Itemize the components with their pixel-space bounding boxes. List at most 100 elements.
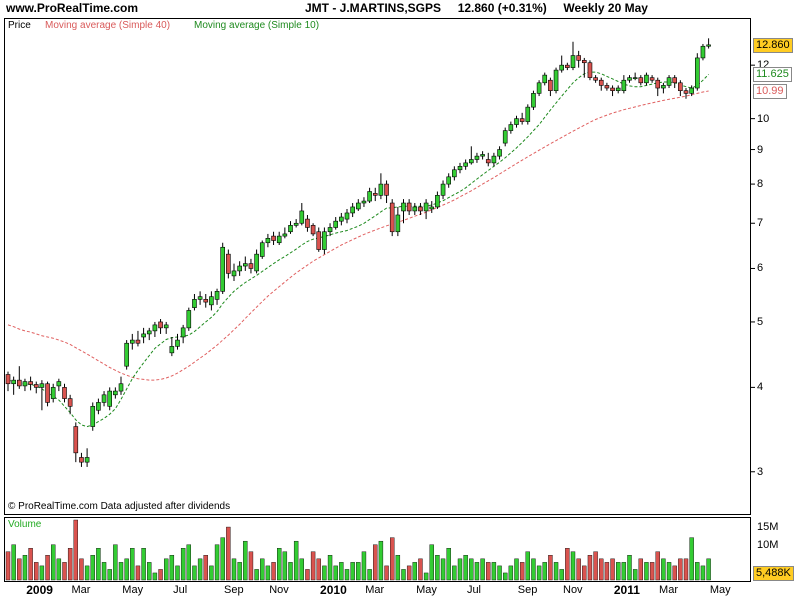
volume-bar [706,558,711,581]
candle-body [158,321,163,329]
candle-body [339,216,344,222]
legend-ma40: Moving average (Simple 40) [45,20,171,31]
volume-bar [429,544,434,581]
candle-body [435,194,440,208]
candle-body [322,231,327,250]
candle-body [22,381,28,387]
volume-bar [401,569,406,581]
candle-body [209,296,214,306]
volume-bar [141,548,146,581]
candle-body [587,62,593,78]
period-label: Weekly 20 May [563,1,648,15]
volume-bar [28,548,33,581]
volume-bar [418,558,423,581]
volume-bar [282,551,288,581]
candle-body [389,202,395,233]
candle-body [350,206,355,214]
y-tick-label: 7 [757,217,764,230]
ticker-name: JMT - J.MARTINS,SGPS [305,1,442,15]
volume-bar [604,562,610,581]
volume-bar [135,565,141,581]
volume-bar [644,562,649,581]
candle-body [11,379,16,385]
volume-bar [203,555,208,581]
volume-bar [678,558,683,581]
volume-bar [384,565,389,581]
volume-bar [5,551,11,581]
candle-body [627,77,632,81]
price-panel[interactable]: Price Moving average (Simple 40) Moving … [4,18,751,515]
volume-bar [559,569,564,581]
volume-bar [700,565,706,581]
volume-bar [406,565,412,581]
volume-bar [271,562,276,581]
x-tick-label: Jul [466,584,481,596]
x-tick-label: Sep [224,584,244,596]
candle-body [305,218,310,228]
y-tick-label: 6 [757,262,764,275]
volume-bar [655,551,660,581]
ma10-tag: 11.625 [753,67,792,83]
candle-body [452,169,457,178]
y-tick-label: 4 [757,381,764,394]
volume-bar [192,565,197,581]
volume-bar [107,569,112,581]
volume-bar [457,558,463,581]
volume-bar [248,551,254,581]
volume-bar [632,569,638,581]
candle-body [107,390,112,407]
candle-body [502,130,508,144]
volume-bar [553,562,559,581]
volume-bar [169,555,175,581]
candle-body [355,202,361,210]
volume-bar [519,562,525,581]
candle-body [542,74,548,84]
candle-body [135,339,141,344]
candle-body [610,87,615,91]
candle-body [367,191,372,202]
volume-bar [395,555,401,581]
volume-bar [322,565,327,581]
volume-bar [96,548,101,581]
candle-body [56,381,62,387]
volume-bar [51,544,56,581]
candle-body [333,220,339,228]
volume-bar [423,572,429,581]
volume-bar [260,558,265,581]
volume-bar [435,555,440,581]
candle-body [90,406,96,427]
candle-body [169,346,175,354]
volume-bar [130,548,135,581]
candle-body [531,93,536,108]
candle-body [192,299,197,308]
site-title[interactable]: www.ProRealTime.com [6,1,139,15]
candle-body [62,387,67,399]
chart-title: JMT - J.MARTINS,SGPS 12.860 (+0.31%) Wee… [305,0,648,17]
x-tick-label: Sep [517,584,538,596]
volume-bar [486,562,491,581]
candle-body [124,342,129,367]
volume-bar [621,562,627,581]
candle-body [163,324,169,329]
candle-body [440,183,446,196]
candle-body [282,233,288,237]
volume-bar [277,548,282,581]
y-tick-label: 8 [757,178,764,191]
candle-body [310,225,316,235]
volume-bar [79,558,84,581]
candle-body [553,69,559,91]
volume-bar [124,558,129,581]
candle-body [519,118,525,122]
candle-body [632,77,638,79]
volume-tick-label: 15M [757,521,779,534]
candle-body [248,263,254,269]
volume-bar [226,526,231,581]
candle-body [666,77,672,86]
candle-body [649,77,655,81]
volume-bar [531,558,536,581]
volume-bar [638,558,643,581]
volume-bar [542,562,547,581]
volume-bar [480,558,485,581]
last-price-tag: 12.860 [753,37,793,53]
volume-bar [446,548,451,581]
